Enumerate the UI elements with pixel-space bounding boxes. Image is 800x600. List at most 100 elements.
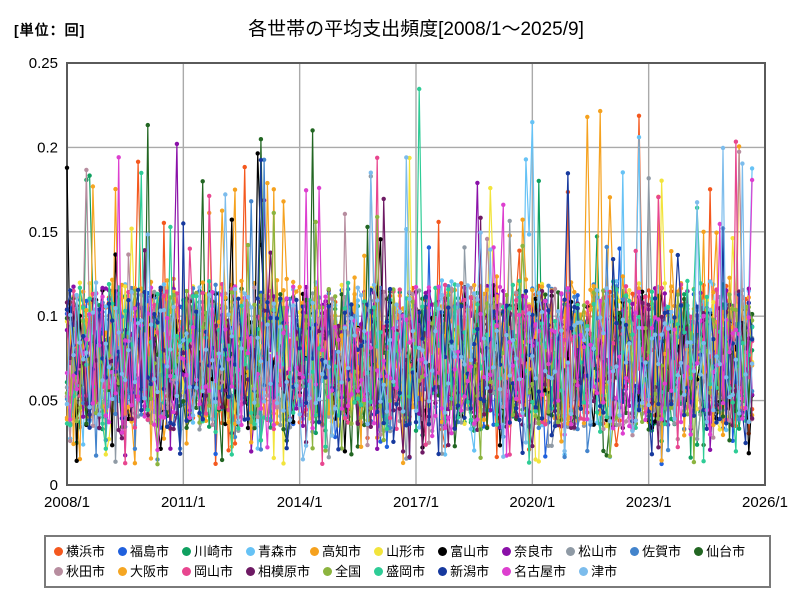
data-point xyxy=(484,385,490,391)
data-point xyxy=(530,381,535,387)
data-point xyxy=(669,309,674,315)
data-point xyxy=(607,454,613,459)
data-point xyxy=(200,280,205,285)
data-point xyxy=(339,282,344,288)
data-point xyxy=(649,336,655,341)
legend-label: 新潟市 xyxy=(450,564,490,579)
legend-label: 佐賀市 xyxy=(642,544,682,559)
data-point xyxy=(530,120,535,125)
data-point xyxy=(523,294,529,299)
legend-label: 富山市 xyxy=(450,544,490,559)
data-point xyxy=(339,333,344,338)
data-point xyxy=(543,422,548,427)
legend-marker-icon xyxy=(438,547,448,556)
data-point xyxy=(171,422,176,427)
data-point xyxy=(126,252,131,257)
data-point xyxy=(510,338,516,343)
data-point xyxy=(226,357,231,362)
data-point xyxy=(475,180,480,186)
data-point xyxy=(724,317,729,323)
data-point xyxy=(287,296,293,302)
data-point xyxy=(355,388,360,393)
y-tick-label: 0.15 xyxy=(29,224,58,241)
data-point xyxy=(236,426,241,431)
data-point xyxy=(701,459,706,464)
data-point xyxy=(358,377,364,383)
data-point xyxy=(643,294,648,300)
legend-marker-icon xyxy=(374,567,384,576)
data-point xyxy=(446,287,451,292)
data-point xyxy=(87,173,92,178)
data-point xyxy=(536,459,541,464)
data-point xyxy=(549,443,554,448)
data-point xyxy=(520,450,525,455)
data-point xyxy=(310,425,315,431)
data-point xyxy=(249,449,254,454)
data-point xyxy=(400,449,406,454)
data-point xyxy=(640,400,645,406)
data-point xyxy=(707,447,713,452)
legend-item-okayama: 岡山市 xyxy=(182,562,233,581)
data-point xyxy=(161,415,167,420)
data-point xyxy=(323,444,328,449)
data-point xyxy=(158,285,163,290)
data-point xyxy=(110,318,115,323)
data-point xyxy=(323,448,328,453)
data-point xyxy=(730,236,735,241)
data-point xyxy=(497,387,503,392)
data-point xyxy=(581,337,587,343)
data-point xyxy=(203,393,209,398)
data-point xyxy=(123,308,128,314)
data-point xyxy=(342,310,348,315)
data-point xyxy=(148,456,154,461)
data-point xyxy=(436,284,441,289)
data-point xyxy=(87,405,92,410)
data-point xyxy=(536,425,541,430)
data-point xyxy=(552,423,558,429)
data-point xyxy=(145,407,150,412)
data-point xyxy=(74,458,79,463)
data-point xyxy=(362,253,367,258)
data-point xyxy=(68,417,73,422)
data-point xyxy=(588,422,593,427)
legend-label: 高知市 xyxy=(322,544,362,559)
data-point xyxy=(152,289,157,295)
data-point xyxy=(258,137,264,142)
data-point xyxy=(530,353,535,359)
data-point xyxy=(271,301,276,306)
data-point xyxy=(682,330,687,335)
data-point xyxy=(556,309,561,314)
data-point xyxy=(601,448,606,454)
data-point xyxy=(368,170,373,175)
data-point xyxy=(598,108,603,114)
legend-item-nagoya: 名古屋市 xyxy=(502,562,566,581)
data-point xyxy=(656,445,661,450)
data-point xyxy=(161,436,167,441)
data-point xyxy=(181,338,186,343)
data-point xyxy=(245,295,251,300)
legend-item-kawasaki: 川崎市 xyxy=(182,542,233,561)
data-point xyxy=(252,285,257,290)
data-point xyxy=(459,420,464,425)
data-point xyxy=(588,307,593,312)
data-point xyxy=(707,279,713,284)
data-point xyxy=(320,347,325,353)
data-point xyxy=(610,369,616,374)
data-point xyxy=(320,461,325,466)
data-point xyxy=(472,283,477,288)
data-point xyxy=(730,331,735,336)
data-point xyxy=(84,298,89,304)
data-point xyxy=(507,218,512,224)
data-point xyxy=(724,375,729,380)
data-point xyxy=(510,363,516,368)
data-point xyxy=(614,364,619,369)
data-point xyxy=(271,422,276,428)
data-point xyxy=(161,282,167,287)
data-point xyxy=(449,344,454,349)
data-point xyxy=(352,275,357,280)
data-point xyxy=(546,308,551,313)
data-point xyxy=(187,246,192,251)
data-point xyxy=(585,114,590,120)
data-point xyxy=(81,357,86,362)
data-point xyxy=(242,400,247,405)
